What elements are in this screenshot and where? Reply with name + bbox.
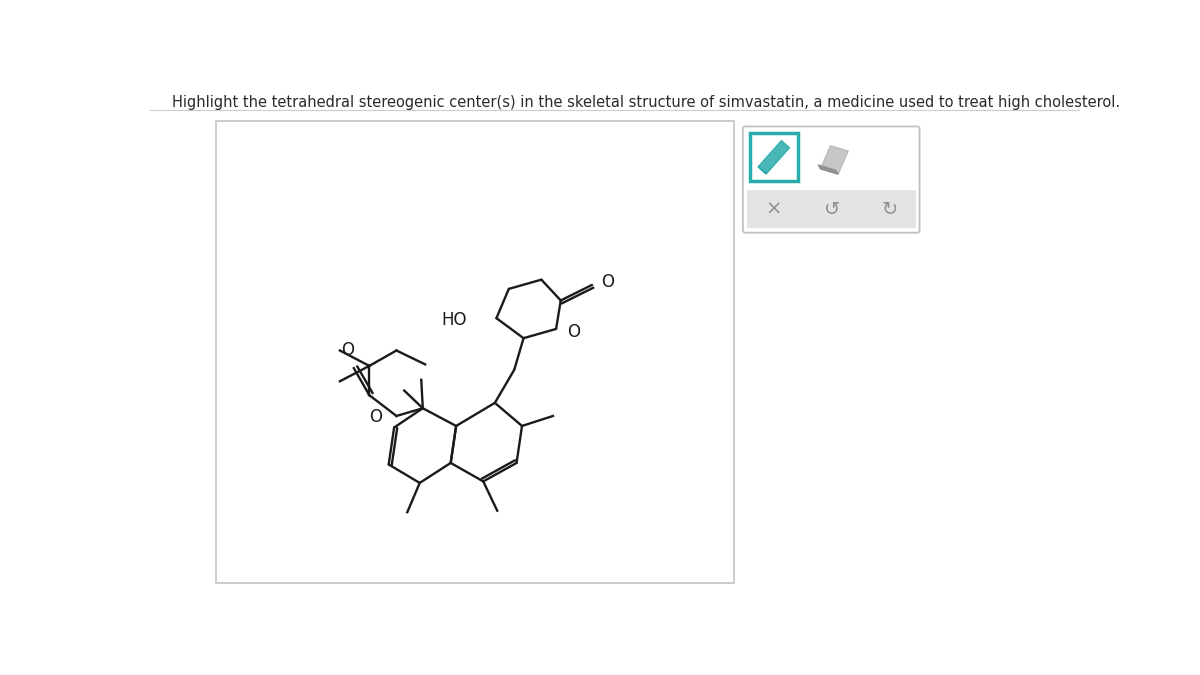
Polygon shape [758,140,790,174]
Text: ×: × [766,200,782,219]
Text: ↻: ↻ [882,200,899,219]
FancyBboxPatch shape [216,121,733,583]
FancyBboxPatch shape [743,126,919,233]
Text: O: O [601,273,614,291]
FancyBboxPatch shape [750,134,798,181]
Text: O: O [341,341,354,359]
Polygon shape [758,167,767,174]
Polygon shape [821,146,848,174]
Polygon shape [818,165,839,174]
FancyBboxPatch shape [746,190,916,228]
Text: ↺: ↺ [824,200,840,219]
Text: O: O [370,408,383,427]
Text: O: O [566,323,580,341]
Text: Highlight the tetrahedral stereogenic center(s) in the skeletal structure of sim: Highlight the tetrahedral stereogenic ce… [172,95,1120,110]
Text: HO: HO [442,310,467,329]
